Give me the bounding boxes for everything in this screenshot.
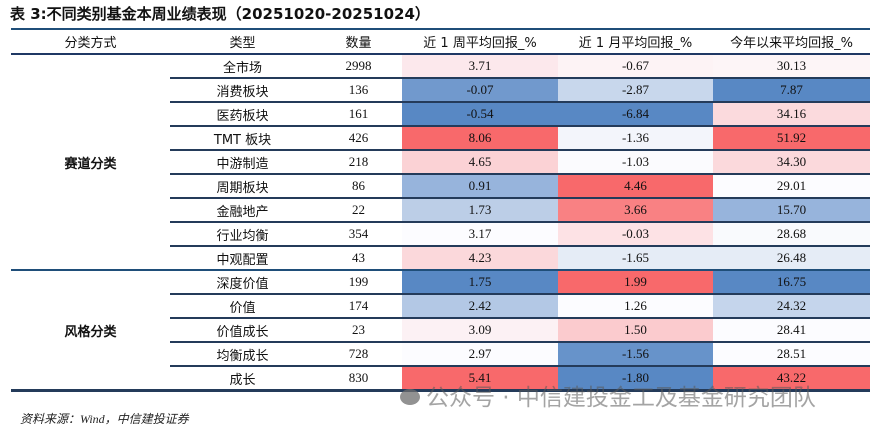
return-ytd-cell: 7.87 [713, 78, 870, 103]
header-row: 分类方式 类型 数量 近 1 周平均回报_% 近 1 月平均回报_% 今年以来平… [11, 28, 870, 55]
return-1m-cell: 1.99 [558, 270, 713, 295]
type-cell: 医药板块 [170, 102, 315, 127]
return-ytd-cell: 15.70 [713, 198, 870, 223]
header-classification: 分类方式 [11, 28, 170, 55]
return-ytd-cell: 28.68 [713, 222, 870, 247]
return-ytd-cell: 34.16 [713, 102, 870, 127]
count-cell: 830 [315, 366, 402, 392]
group-label: 风格分类 [11, 270, 170, 392]
table-row: 成长 830 5.41 -1.80 43.22 [11, 366, 870, 392]
return-1m-cell: -1.03 [558, 150, 713, 175]
type-cell: 深度价值 [170, 270, 315, 295]
source-note: 资料来源：Wind，中信建投证券 [20, 412, 189, 426]
return-1w-cell: 4.65 [402, 150, 558, 175]
count-cell: 218 [315, 150, 402, 175]
type-cell: 消费板块 [170, 78, 315, 103]
table-row: 风格分类 深度价值 199 1.75 1.99 16.75 [11, 270, 870, 392]
return-1m-cell: -2.87 [558, 78, 713, 103]
return-1m-cell: -6.84 [558, 102, 713, 127]
return-ytd-cell: 28.41 [713, 318, 870, 343]
table-row: 消费板块 136 -0.07 -2.87 7.87 [11, 78, 870, 103]
type-cell: 中观配置 [170, 246, 315, 271]
return-1m-cell: 4.46 [558, 174, 713, 199]
type-cell: 金融地产 [170, 198, 315, 223]
table-row: 中观配置 43 4.23 -1.65 26.48 [11, 246, 870, 271]
count-cell: 2998 [315, 54, 402, 79]
return-1w-cell: 3.09 [402, 318, 558, 343]
return-1w-cell: 3.17 [402, 222, 558, 247]
return-1m-cell: -1.65 [558, 246, 713, 271]
table-row: 周期板块 86 0.91 4.46 29.01 [11, 174, 870, 199]
return-1m-cell: 1.50 [558, 318, 713, 343]
table-row: 金融地产 22 1.73 3.66 15.70 [11, 198, 870, 223]
return-1m-cell: 1.26 [558, 294, 713, 319]
return-1m-cell: -0.03 [558, 222, 713, 247]
return-ytd-cell: 29.01 [713, 174, 870, 199]
return-ytd-cell: 26.48 [713, 246, 870, 271]
count-cell: 136 [315, 78, 402, 103]
type-cell: 价值成长 [170, 318, 315, 343]
return-1m-cell: -1.80 [558, 366, 713, 392]
return-1w-cell: 0.91 [402, 174, 558, 199]
header-1w-return: 近 1 周平均回报_% [402, 28, 558, 55]
return-1m-cell: -1.56 [558, 342, 713, 367]
count-cell: 22 [315, 198, 402, 223]
table-row: 均衡成长 728 2.97 -1.56 28.51 [11, 342, 870, 367]
return-ytd-cell: 28.51 [713, 342, 870, 367]
return-1m-cell: -1.36 [558, 126, 713, 151]
type-cell: 周期板块 [170, 174, 315, 199]
count-cell: 161 [315, 102, 402, 127]
return-1w-cell: 3.71 [402, 54, 558, 79]
return-ytd-cell: 24.32 [713, 294, 870, 319]
count-cell: 43 [315, 246, 402, 271]
table-row: 行业均衡 354 3.17 -0.03 28.68 [11, 222, 870, 247]
count-cell: 426 [315, 126, 402, 151]
type-cell: 中游制造 [170, 150, 315, 175]
return-ytd-cell: 34.30 [713, 150, 870, 175]
return-1w-cell: 1.75 [402, 270, 558, 295]
count-cell: 174 [315, 294, 402, 319]
count-cell: 199 [315, 270, 402, 295]
count-cell: 728 [315, 342, 402, 367]
count-cell: 23 [315, 318, 402, 343]
return-ytd-cell: 16.75 [713, 270, 870, 295]
return-1w-cell: -0.54 [402, 102, 558, 127]
header-1m-return: 近 1 月平均回报_% [558, 28, 713, 55]
table-row: 中游制造 218 4.65 -1.03 34.30 [11, 150, 870, 175]
type-cell: 均衡成长 [170, 342, 315, 367]
return-1w-cell: 4.23 [402, 246, 558, 271]
return-ytd-cell: 30.13 [713, 54, 870, 79]
type-cell: 价值 [170, 294, 315, 319]
fund-performance-table: 分类方式 类型 数量 近 1 周平均回报_% 近 1 月平均回报_% 今年以来平… [11, 28, 870, 392]
return-ytd-cell: 43.22 [713, 366, 870, 392]
table-row: 赛道分类 全市场 2998 3.71 -0.67 30.13 [11, 54, 870, 271]
table-row: 医药板块 161 -0.54 -6.84 34.16 [11, 102, 870, 127]
return-1w-cell: 5.41 [402, 366, 558, 392]
return-1w-cell: 8.06 [402, 126, 558, 151]
type-cell: TMT 板块 [170, 126, 315, 151]
return-1m-cell: 3.66 [558, 198, 713, 223]
header-type: 类型 [170, 28, 315, 55]
return-1w-cell: 1.73 [402, 198, 558, 223]
return-1w-cell: -0.07 [402, 78, 558, 103]
type-cell: 全市场 [170, 54, 315, 79]
group-label: 赛道分类 [11, 54, 170, 271]
return-1m-cell: -0.67 [558, 54, 713, 79]
return-1w-cell: 2.97 [402, 342, 558, 367]
return-ytd-cell: 51.92 [713, 126, 870, 151]
count-cell: 86 [315, 174, 402, 199]
return-1w-cell: 2.42 [402, 294, 558, 319]
table-row: 价值成长 23 3.09 1.50 28.41 [11, 318, 870, 343]
table-row: TMT 板块 426 8.06 -1.36 51.92 [11, 126, 870, 151]
type-cell: 行业均衡 [170, 222, 315, 247]
header-count: 数量 [315, 28, 402, 55]
type-cell: 成长 [170, 366, 315, 392]
count-cell: 354 [315, 222, 402, 247]
header-ytd-return: 今年以来平均回报_% [713, 28, 870, 55]
table-row: 价值 174 2.42 1.26 24.32 [11, 294, 870, 319]
table-title: 表 3:不同类别基金本周业绩表现（20251020-20251024） [10, 5, 430, 23]
